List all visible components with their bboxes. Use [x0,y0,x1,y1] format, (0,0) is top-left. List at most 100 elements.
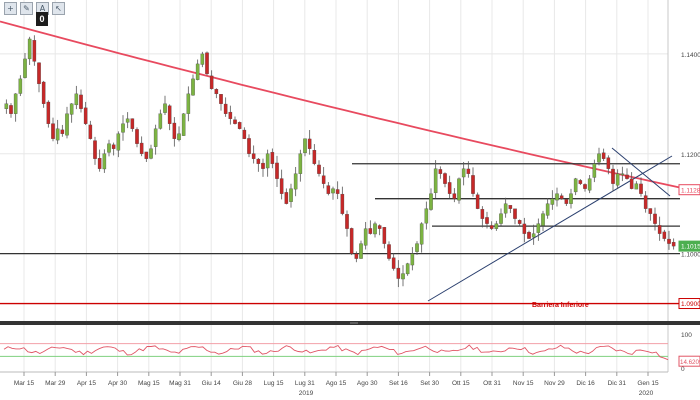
time-axis-label: Mag 15 [138,380,160,387]
candle [261,158,265,177]
candle [387,241,391,261]
candle [32,35,37,66]
candle [321,167,326,189]
year-label: 2020 [639,390,654,397]
candle [447,175,452,199]
candle [65,106,69,139]
candle [583,183,587,192]
candle [317,160,321,177]
candle [135,127,139,148]
candle [335,181,340,200]
candle [443,172,447,188]
candle [639,177,643,197]
candle [41,80,46,108]
candle [489,221,494,231]
candle [494,220,499,231]
candle [415,241,419,255]
candle [46,100,51,128]
candle [74,85,79,110]
candle [363,221,368,250]
candle [270,148,275,169]
price-tag: 1.0900 [678,298,700,310]
time-axis-label: Ott 15 [452,380,470,387]
candle [289,183,293,208]
time-axis-label: Apr 30 [108,380,128,387]
cursor-tool-button[interactable]: ↖ [52,2,65,15]
candle [401,265,405,287]
candle [564,198,569,206]
time-axis-label: Dic 16 [576,380,595,387]
pencil-icon: ✎ [23,4,30,13]
candle [345,210,349,237]
candle [284,188,289,205]
candle [485,211,489,229]
candle [149,144,153,160]
candle [578,179,583,186]
candle [559,193,564,200]
candle [111,142,116,156]
falling-trendline [611,147,671,197]
oscillator-axis-label: 100 [681,332,692,339]
candle [359,240,363,259]
year-label: 2019 [299,390,314,397]
candle [606,155,611,175]
candle [4,99,9,114]
candle [541,210,545,232]
candle [312,144,317,166]
candle [457,177,461,204]
price-axis: 1.1400 1.1200 1.1000 [681,52,700,259]
price-axis-label: 1.1000 [681,252,700,259]
candle [555,187,559,207]
candle [466,161,471,178]
candle [144,151,149,162]
candle [102,149,107,173]
time-axis-label: Mar 29 [45,380,66,387]
candle [298,149,303,182]
candle [279,169,284,200]
candle [13,93,18,122]
time-axis-label: Lug 15 [264,380,284,387]
price-tag-label: 1.1128 [681,187,700,194]
cursor-icon: ↖ [55,4,62,13]
candle [662,229,667,242]
candle [396,260,401,288]
candle [251,145,256,164]
crosshair-tool-button[interactable]: + [4,2,17,15]
counter-badge: 0 [36,12,48,26]
candle [405,262,410,276]
price-tag-label: 1.0900 [681,301,700,308]
candle [550,190,555,210]
candle [671,238,676,250]
candle [9,103,13,118]
price-tags: 1.1128 1.1015 1.0900 [678,184,700,310]
candle [125,112,130,129]
candle [643,191,648,213]
time-axis-label: Set 16 [389,380,408,387]
time-axis-label: Dic 31 [608,380,627,387]
candle [508,205,513,214]
candle [130,118,135,132]
candle [377,224,382,236]
candle [93,136,97,165]
candle [424,201,429,230]
candle [186,86,191,122]
candle [354,251,359,263]
candle [438,166,443,179]
text-icon: A [39,4,46,13]
candle [83,101,88,126]
candle [475,192,480,210]
time-axis-label: Ago 15 [326,380,347,387]
candle [569,188,573,209]
time-axis-label: Nov 29 [544,380,565,387]
candle [601,148,606,162]
candle [153,124,158,155]
candle [349,227,354,256]
candle [461,161,466,186]
price-axis-label: 1.1400 [681,52,700,59]
candle [177,126,181,142]
pencil-tool-button[interactable]: ✎ [20,2,33,15]
candle [513,208,517,225]
time-axis-label: Gen 15 [637,380,659,387]
candle [121,115,125,141]
